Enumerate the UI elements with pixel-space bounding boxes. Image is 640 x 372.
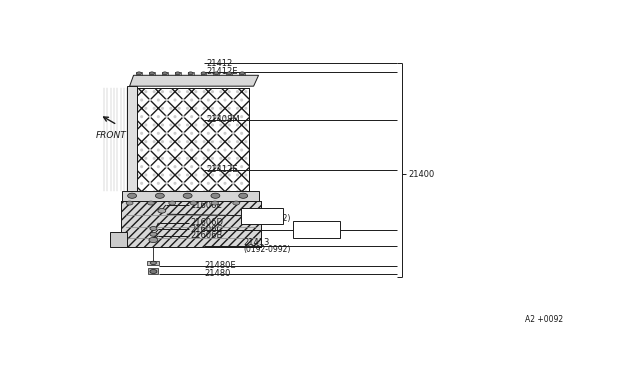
Text: 21606D: 21606D (190, 218, 223, 227)
Text: A2 +0092: A2 +0092 (525, 315, 564, 324)
Circle shape (158, 208, 166, 213)
Bar (241, 208, 284, 224)
Circle shape (149, 237, 158, 243)
Circle shape (188, 72, 193, 75)
Text: 21400: 21400 (408, 170, 435, 179)
Circle shape (183, 193, 192, 198)
Bar (137, 87, 249, 191)
Bar (213, 72, 220, 75)
Circle shape (156, 193, 164, 198)
Text: 21480E: 21480E (204, 261, 236, 270)
Bar (188, 72, 193, 75)
Text: (0992-    ): (0992- ) (296, 228, 333, 237)
Circle shape (127, 193, 136, 198)
Text: 21408M: 21408M (207, 115, 240, 124)
Circle shape (227, 72, 232, 75)
Circle shape (201, 72, 206, 75)
Circle shape (239, 193, 248, 198)
Bar (162, 72, 168, 75)
Text: (0192-0992): (0192-0992) (244, 245, 291, 254)
Circle shape (163, 72, 167, 75)
Circle shape (136, 72, 141, 75)
Bar (293, 221, 340, 238)
Circle shape (169, 201, 176, 205)
Text: 21413K: 21413K (296, 222, 328, 231)
Text: FRONT: FRONT (96, 131, 127, 140)
Bar (121, 201, 261, 247)
Circle shape (150, 72, 154, 75)
Bar (239, 72, 245, 75)
Polygon shape (110, 232, 127, 247)
Text: 21480: 21480 (204, 269, 230, 278)
Text: 21606E: 21606E (190, 201, 222, 209)
Bar (137, 87, 249, 191)
Text: (0192-0992): (0192-0992) (243, 214, 291, 223)
Circle shape (150, 232, 157, 236)
Polygon shape (121, 201, 261, 247)
Text: 21412: 21412 (207, 59, 233, 68)
Bar (149, 72, 155, 75)
Circle shape (126, 201, 133, 205)
Bar (175, 72, 180, 75)
Circle shape (214, 72, 219, 75)
Circle shape (150, 269, 157, 273)
Text: 21606K: 21606K (243, 208, 275, 217)
Text: 21606B: 21606B (190, 231, 223, 240)
Circle shape (211, 201, 218, 205)
Circle shape (150, 227, 157, 231)
Polygon shape (122, 191, 259, 201)
Polygon shape (127, 86, 137, 191)
Bar (148, 268, 158, 273)
Bar (227, 72, 232, 75)
Text: 21412E: 21412E (207, 165, 238, 174)
Circle shape (211, 193, 220, 198)
Text: 21606C: 21606C (190, 225, 223, 234)
Polygon shape (129, 75, 259, 86)
Circle shape (175, 72, 180, 75)
Circle shape (190, 201, 197, 205)
Text: 21413: 21413 (244, 238, 270, 247)
Text: 21412E: 21412E (207, 67, 238, 76)
Circle shape (233, 201, 240, 205)
Bar (136, 72, 142, 75)
Bar (200, 72, 207, 75)
Circle shape (150, 261, 156, 264)
Polygon shape (137, 87, 249, 191)
Bar (147, 261, 159, 265)
Circle shape (240, 72, 244, 75)
Circle shape (147, 201, 154, 205)
